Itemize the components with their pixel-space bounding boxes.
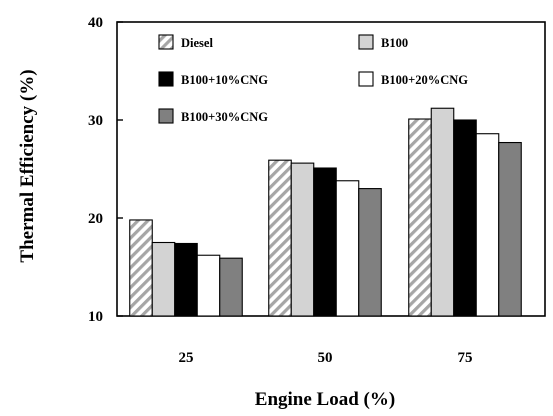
legend-label: Diesel: [181, 36, 213, 50]
y-tick-label: 20: [88, 211, 103, 227]
bar-diesel-25: [129, 219, 153, 317]
bar-b100-30-cng-50: [358, 188, 382, 317]
x-axis-title: Engine Load (%): [255, 389, 395, 410]
bar-b100-75: [430, 107, 455, 317]
y-tick-label: 30: [88, 113, 103, 129]
legend-label: B100+10%CNG: [181, 73, 268, 87]
y-tick-label: 40: [88, 15, 103, 31]
legend-label: B100+30%CNG: [181, 110, 268, 124]
bar-b100-10-cng-50: [313, 167, 337, 317]
legend-swatch: [158, 108, 174, 124]
x-tick-label: 75: [458, 350, 473, 366]
bar-b100-20-cng-75: [475, 133, 500, 317]
legend-swatch: [158, 71, 174, 87]
bar-b100-20-cng-50: [335, 180, 360, 317]
legend-swatch: [358, 71, 374, 87]
bar-b100-30-cng-25: [219, 257, 243, 317]
bar-b100-30-cng-75: [498, 141, 522, 317]
bars-group: [129, 107, 522, 317]
y-axis-ticks: 10 20 30 40: [88, 15, 123, 325]
bar-b100-50: [290, 162, 315, 317]
legend: Diesel B100 B100+10%CNG B100+20%CNG B100+30%…: [158, 34, 468, 124]
legend-swatch: [158, 34, 174, 50]
bar-diesel-50: [268, 159, 292, 317]
y-axis-title: Thermal Efficiency (%): [17, 69, 38, 262]
bar-b100-10-cng-75: [453, 119, 477, 317]
bar-diesel-75: [408, 118, 432, 317]
bar-b100-10-cng-25: [174, 242, 198, 317]
y-tick-label: 10: [88, 309, 103, 325]
x-axis-ticks: 25 50 75: [179, 350, 473, 366]
x-tick-label: 50: [318, 350, 333, 366]
bar-b100-25: [151, 241, 176, 317]
legend-swatch: [358, 34, 374, 50]
legend-label: B100: [381, 36, 408, 50]
x-tick-label: 25: [179, 350, 194, 366]
bar-b100-20-cng-25: [196, 254, 221, 317]
legend-label: B100+20%CNG: [381, 73, 468, 87]
